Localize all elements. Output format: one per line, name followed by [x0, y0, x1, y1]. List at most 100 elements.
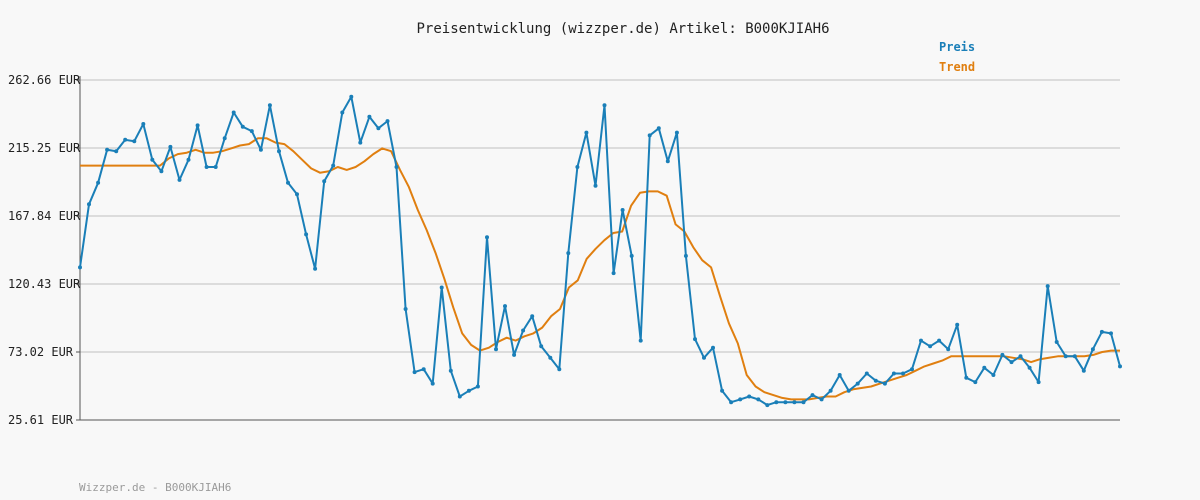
data-point — [575, 165, 580, 169]
data-point — [1027, 365, 1032, 370]
data-point — [602, 103, 607, 108]
data-point — [457, 394, 462, 399]
data-point — [530, 314, 535, 319]
data-point — [548, 355, 553, 360]
y-tick-label: 262.66 EUR — [8, 73, 81, 87]
data-point — [1000, 352, 1005, 357]
data-point — [629, 253, 634, 258]
data-point — [819, 397, 824, 402]
data-point — [114, 149, 119, 154]
data-point — [1099, 329, 1104, 334]
data-point — [683, 253, 688, 258]
data-point — [213, 165, 218, 169]
series-line-trend — [80, 137, 1120, 401]
data-point — [1054, 340, 1059, 344]
data-point — [656, 126, 661, 131]
data-point — [928, 344, 933, 349]
data-point — [946, 347, 951, 352]
data-point — [222, 136, 227, 141]
data-point — [774, 400, 779, 405]
data-point — [494, 347, 498, 352]
data-point — [647, 133, 652, 138]
footer-text: Wizzper.de - B000KJIAH6 — [79, 481, 231, 494]
data-point — [584, 130, 589, 135]
data-point — [828, 388, 833, 393]
data-point — [846, 388, 851, 393]
data-point — [855, 381, 860, 386]
data-point — [756, 397, 761, 402]
data-point — [286, 180, 290, 185]
data-point — [204, 165, 209, 169]
data-point — [937, 338, 942, 343]
data-point — [1018, 354, 1023, 359]
data-point — [394, 165, 399, 169]
data-point — [891, 371, 896, 376]
data-point — [738, 397, 743, 402]
data-point — [955, 322, 960, 327]
chart-title: Preisentwicklung (wizzper.de) Artikel: B… — [416, 21, 829, 37]
y-tick-label: 167.84 EUR — [8, 209, 81, 223]
data-point — [267, 103, 272, 108]
y-tick-label: 120.43 EUR — [8, 277, 81, 291]
data-point — [304, 232, 309, 237]
y-tick-label: 215.25 EUR — [8, 141, 81, 155]
data-point — [376, 126, 381, 131]
data-point — [693, 337, 697, 342]
data-point — [521, 328, 526, 333]
axes — [79, 76, 1120, 421]
data-point — [186, 157, 191, 162]
data-point — [720, 388, 725, 393]
data-point — [367, 114, 372, 119]
data-point — [1072, 354, 1077, 359]
data-point — [466, 388, 471, 393]
data-point — [864, 371, 869, 376]
data-point — [557, 367, 562, 372]
data-point — [566, 251, 571, 256]
data-point — [1063, 354, 1068, 359]
data-point — [620, 208, 625, 212]
data-point — [258, 147, 263, 152]
data-point — [105, 147, 110, 152]
data-point — [331, 163, 336, 168]
data-point — [485, 235, 489, 240]
data-point — [801, 400, 806, 405]
data-point — [882, 381, 887, 386]
data-point — [512, 352, 517, 357]
data-point — [1109, 331, 1113, 336]
legend-entry-trend: Trend — [939, 60, 975, 74]
data-point — [385, 119, 390, 124]
data-point — [295, 192, 299, 197]
data-point — [78, 265, 82, 270]
data-point — [358, 140, 363, 145]
legend: Preis Trend — [939, 40, 975, 74]
grid — [80, 79, 1120, 353]
data-point — [159, 169, 164, 174]
data-point — [421, 367, 426, 372]
data-point — [132, 139, 137, 144]
y-tick-label: 25.61 EUR — [8, 413, 74, 427]
data-point — [1036, 380, 1041, 385]
data-point — [231, 110, 236, 115]
data-point — [240, 124, 245, 129]
data-point — [1118, 364, 1122, 369]
y-tick-label: 73.02 EUR — [8, 345, 74, 359]
data-point — [1090, 347, 1095, 352]
data-point — [1009, 360, 1014, 365]
data-point — [711, 345, 715, 350]
data-point — [792, 400, 797, 405]
data-point — [322, 179, 327, 184]
data-point — [277, 149, 281, 154]
data-point — [1081, 368, 1086, 373]
data-point — [919, 338, 923, 343]
data-point — [448, 368, 453, 373]
data-point — [910, 367, 914, 372]
series — [78, 94, 1122, 408]
data-point — [150, 157, 155, 162]
data-point — [96, 180, 101, 185]
data-point — [430, 381, 435, 386]
data-point — [611, 271, 616, 276]
data-point — [123, 137, 128, 142]
data-point — [249, 129, 254, 134]
data-point — [665, 159, 670, 164]
